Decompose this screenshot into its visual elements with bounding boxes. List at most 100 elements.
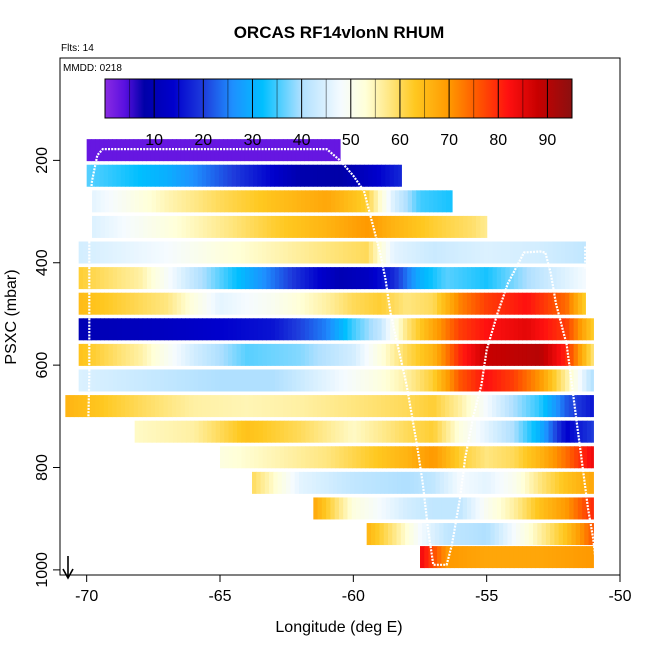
heatmap-cell: [296, 267, 302, 290]
heatmap-cell: [279, 292, 285, 315]
heatmap-cell: [402, 497, 408, 520]
heatmap-cell: [329, 395, 335, 418]
heatmap-cell: [82, 318, 88, 341]
heatmap-cell: [424, 267, 430, 290]
heatmap-cell: [415, 267, 421, 290]
heatmap-cell: [444, 471, 449, 494]
heatmap-cell: [275, 215, 281, 238]
heatmap-cell: [142, 318, 148, 341]
heatmap-cell: [411, 497, 417, 520]
heatmap-cell: [173, 215, 178, 238]
heatmap-cell: [292, 318, 297, 341]
heatmap-cell: [262, 369, 267, 392]
heatmap-cell: [207, 190, 213, 213]
heatmap-cell: [474, 395, 480, 418]
heatmap-cell: [445, 267, 451, 290]
heatmap-cell: [535, 267, 541, 290]
heatmap-cell: [164, 267, 169, 290]
heatmap-cell: [505, 369, 511, 392]
colorbar-tick-label: 90: [539, 132, 557, 149]
heatmap-cell: [206, 343, 212, 366]
heatmap-cell: [339, 420, 345, 443]
heatmap-cell: [565, 343, 570, 366]
heatmap-cell: [338, 369, 344, 392]
heatmap-cell: [198, 267, 203, 290]
heatmap-cell: [385, 369, 391, 392]
heatmap-cell: [300, 318, 306, 341]
heatmap-cell: [313, 292, 319, 315]
heatmap-cell: [586, 343, 592, 366]
heatmap-cell: [454, 546, 459, 569]
heatmap-cell: [479, 546, 485, 569]
heatmap-cell: [335, 446, 341, 469]
heatmap-cell: [446, 190, 451, 213]
heatmap-cell: [237, 420, 242, 443]
heatmap-cell: [240, 369, 246, 392]
heatmap-cell: [215, 343, 221, 366]
heatmap-cell: [394, 241, 400, 264]
heatmap-cell: [185, 215, 191, 238]
heatmap-cell: [322, 190, 328, 213]
heatmap-cell: [552, 420, 558, 443]
heatmap-cell: [91, 292, 97, 315]
heatmap-cell: [129, 318, 135, 341]
heatmap-cell: [407, 420, 413, 443]
heatmap-cell: [480, 420, 486, 443]
heatmap-cell: [405, 471, 411, 494]
heatmap-cell: [424, 241, 430, 264]
heatmap-cell: [526, 292, 532, 315]
heatmap-cell: [287, 267, 293, 290]
heatmap-cell: [156, 215, 161, 238]
heatmap-cell: [274, 318, 280, 341]
heatmap-cell: [508, 471, 513, 494]
y-tick-label: 1000: [34, 552, 51, 588]
heatmap-cell: [419, 395, 425, 418]
heatmap-cell: [262, 420, 268, 443]
heatmap-cell: [348, 215, 353, 238]
heatmap-cell: [288, 215, 294, 238]
heatmap-cell: [130, 215, 136, 238]
heatmap-cell: [479, 241, 485, 264]
heatmap-cell: [185, 241, 191, 264]
heatmap-cell: [194, 190, 200, 213]
heatmap-cell: [103, 395, 109, 418]
heatmap-cell: [360, 267, 366, 290]
heatmap-cell: [164, 318, 169, 341]
heatmap-cell: [244, 164, 250, 187]
heatmap-cell: [368, 292, 374, 315]
heatmap-cell: [117, 343, 122, 366]
heatmap-cell: [292, 267, 297, 290]
heatmap-cell: [449, 292, 455, 315]
heatmap-cell: [134, 369, 139, 392]
heatmap-cell: [544, 420, 550, 443]
heatmap-cell: [260, 471, 266, 494]
heatmap-cell: [569, 343, 575, 366]
heatmap-cell: [266, 343, 272, 366]
heatmap-cell: [492, 497, 498, 520]
heatmap-cell: [312, 395, 318, 418]
heatmap-cell: [296, 343, 302, 366]
heatmap-cell: [501, 420, 507, 443]
heatmap-cell: [569, 241, 575, 264]
heatmap-cell: [582, 292, 586, 315]
flight-track-line: [85, 148, 598, 570]
heatmap-cell: [90, 139, 96, 162]
heatmap-cell: [373, 267, 378, 290]
heatmap-cell: [460, 523, 466, 546]
heatmap-cell: [585, 395, 591, 418]
band-row: [78, 267, 586, 290]
heatmap-cell: [207, 215, 213, 238]
heatmap-cell: [292, 215, 298, 238]
markers: [62, 246, 587, 580]
heatmap-cell: [530, 369, 536, 392]
heatmap-cell: [466, 343, 472, 366]
heatmap-cell: [428, 267, 434, 290]
heatmap-cell: [582, 343, 587, 366]
heatmap-cell: [326, 497, 331, 520]
heatmap-cell: [151, 420, 157, 443]
heatmap-cell: [82, 395, 88, 418]
heatmap-cell: [257, 292, 263, 315]
heatmap-cell: [379, 523, 385, 546]
heatmap-cell: [454, 343, 459, 366]
heatmap-cell: [300, 164, 305, 187]
